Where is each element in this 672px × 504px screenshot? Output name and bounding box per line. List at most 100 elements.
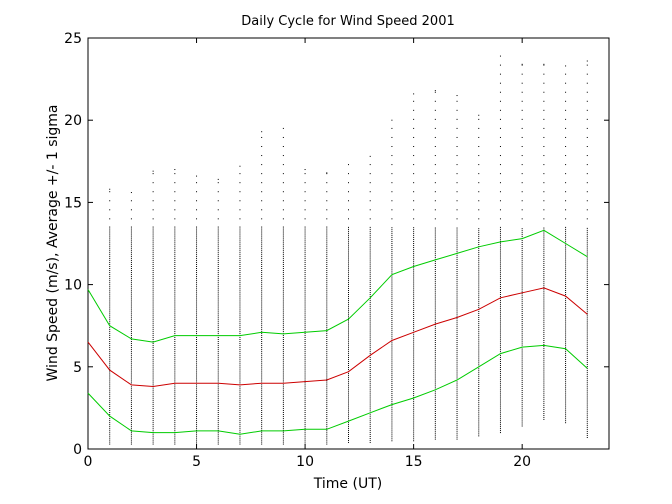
scatter-point (130, 348, 132, 350)
scatter-point (261, 429, 263, 431)
scatter-point (369, 319, 371, 321)
scatter-point (499, 82, 501, 84)
scatter-point (174, 417, 176, 419)
scatter-point (543, 173, 545, 175)
scatter-point (174, 340, 176, 342)
scatter-point (326, 226, 328, 228)
scatter-point (391, 341, 393, 343)
scatter-point (499, 380, 501, 382)
scatter-point (434, 359, 436, 361)
scatter-point (326, 269, 328, 271)
scatter-point (152, 307, 154, 309)
scatter-point (239, 264, 241, 266)
scatter-point (456, 418, 458, 420)
scatter-point (326, 291, 328, 293)
scatter-point (543, 341, 545, 343)
scatter-point (565, 400, 567, 402)
scatter-point (348, 323, 349, 325)
scatter-point (174, 218, 176, 220)
scatter-point (565, 260, 567, 262)
scatter-point (304, 277, 306, 279)
scatter-point (456, 407, 458, 409)
scatter-point (174, 277, 176, 279)
scatter-point (217, 299, 219, 301)
scatter-point (348, 374, 349, 376)
scatter-point (130, 390, 132, 392)
scatter-point (543, 286, 545, 288)
scatter-point (282, 279, 284, 281)
scatter-point (282, 435, 284, 437)
scatter-point (174, 226, 176, 228)
scatter-point (521, 356, 523, 358)
scatter-point (196, 423, 198, 425)
scatter-point (369, 378, 371, 380)
scatter-point (109, 431, 111, 433)
scatter-point (413, 337, 415, 339)
scatter-point (565, 366, 567, 368)
scatter-point (239, 368, 241, 370)
scatter-point (369, 361, 371, 363)
scatter-point (152, 382, 154, 384)
scatter-point (174, 372, 176, 374)
scatter-point (586, 265, 588, 267)
scatter-point (326, 433, 328, 435)
scatter-point (304, 339, 306, 341)
scatter-point (282, 307, 284, 309)
scatter-point (130, 325, 132, 327)
scatter-point (174, 423, 176, 425)
scatter-point (261, 242, 263, 244)
scatter-point (586, 100, 588, 102)
scatter-point (478, 182, 480, 184)
scatter-point (152, 295, 154, 297)
scatter-point (478, 265, 480, 267)
scatter-point (478, 344, 480, 346)
scatter-point (130, 392, 132, 394)
scatter-point (109, 311, 111, 313)
scatter-point (478, 283, 480, 285)
scatter-point (543, 209, 545, 211)
scatter-point (174, 297, 176, 299)
scatter-point (261, 317, 263, 319)
scatter-point (326, 412, 328, 414)
scatter-point (434, 391, 436, 393)
scatter-point (239, 325, 241, 327)
scatter-point (282, 234, 284, 236)
series-line-1 (87, 287, 588, 388)
scatter-point (456, 239, 458, 241)
scatter-point (109, 333, 111, 335)
scatter-point (413, 367, 415, 369)
scatter-point (109, 443, 111, 445)
scatter-point (261, 337, 263, 339)
scatter-point (478, 340, 480, 342)
scatter-point (369, 380, 371, 382)
scatter-point (369, 398, 371, 400)
scatter-point (130, 376, 132, 378)
scatter-point (434, 310, 436, 312)
scatter-point (434, 432, 436, 434)
scatter-point (282, 146, 284, 148)
scatter-point (196, 267, 198, 269)
scatter-point (304, 246, 306, 248)
scatter-point (261, 264, 263, 266)
scatter-point (413, 244, 415, 246)
x-tick-label: 10 (296, 454, 314, 470)
scatter-point (326, 429, 328, 431)
scatter-point (499, 404, 501, 406)
scatter-point (586, 281, 588, 283)
scatter-point (369, 394, 371, 396)
scatter-point (130, 421, 132, 423)
scatter-point (109, 329, 111, 331)
scatter-point (239, 273, 241, 275)
scatter-point (456, 365, 458, 367)
scatter-point (152, 400, 154, 402)
scatter-point (152, 228, 154, 230)
scatter-point (521, 275, 523, 277)
scatter-point (282, 291, 284, 293)
scatter-point (304, 269, 306, 271)
scatter-point (478, 249, 480, 251)
scatter-point (152, 240, 154, 242)
scatter-point (304, 232, 306, 234)
scatter-point (348, 327, 349, 329)
scatter-point (217, 398, 219, 400)
scatter-point (109, 319, 111, 321)
